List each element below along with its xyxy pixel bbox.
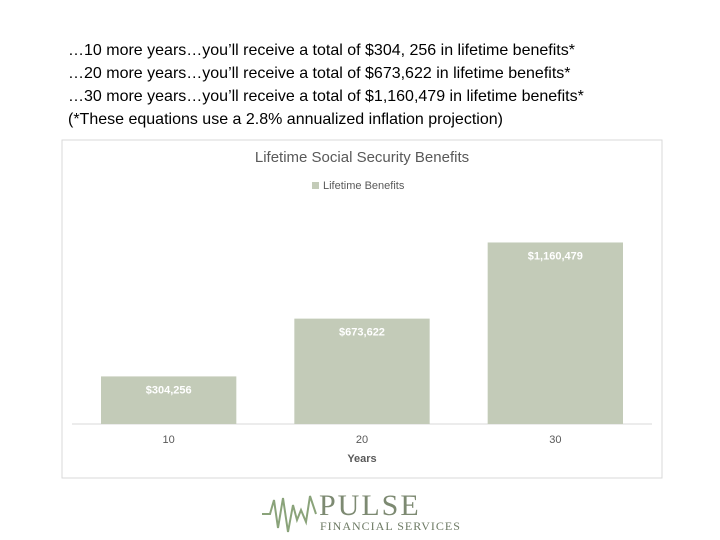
x-axis-label: Years (347, 453, 376, 465)
bar (294, 318, 430, 424)
x-tick-label: 30 (549, 434, 561, 446)
legend-swatch (312, 182, 319, 189)
logo-wave (262, 495, 317, 533)
bar (487, 242, 623, 424)
legend-label: Lifetime Benefits (323, 180, 405, 192)
logo-tagline: FINANCIAL SERVICES (320, 519, 461, 533)
text-line: …10 more years…you’ll receive a total of… (68, 42, 575, 59)
text-line: …20 more years…you’ll receive a total of… (68, 65, 570, 82)
text-line: (*These equations use a 2.8% annualized … (68, 111, 503, 128)
x-tick-label: 10 (163, 434, 175, 446)
value-label: $1,160,479 (528, 250, 583, 262)
value-label: $304,256 (146, 384, 192, 396)
logo-name: PULSE (319, 489, 421, 522)
chart: Lifetime Benefits 10 $304,256 20 $673,622 30 $… (72, 180, 652, 446)
bar (101, 376, 237, 424)
x-tick-label: 20 (356, 434, 368, 446)
chart-title: Lifetime Social Security Benefits (255, 149, 469, 166)
value-label: $673,622 (339, 327, 385, 339)
text-line: …30 more years…you’ll receive a total of… (68, 88, 584, 105)
